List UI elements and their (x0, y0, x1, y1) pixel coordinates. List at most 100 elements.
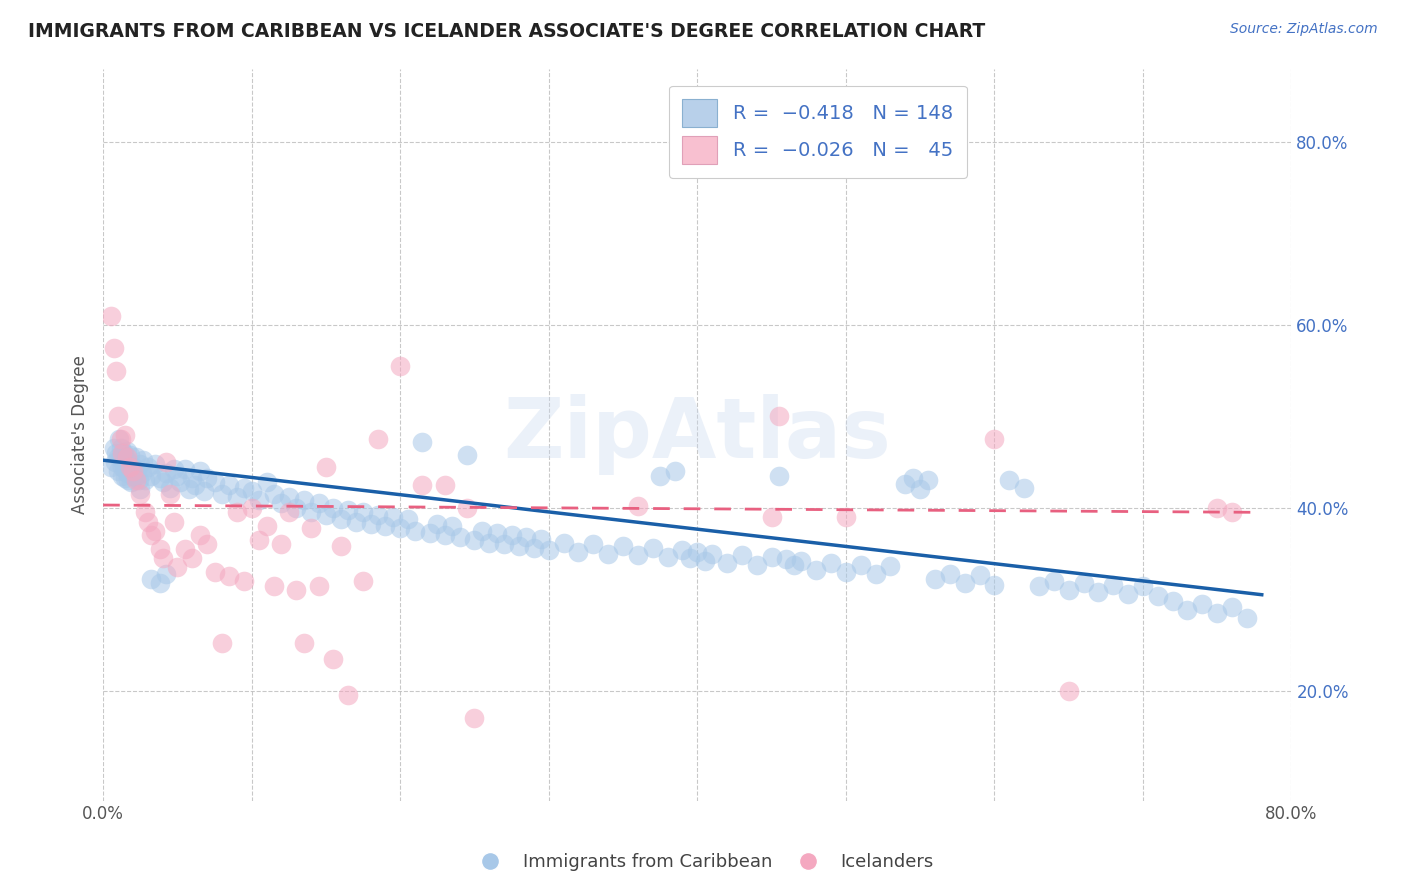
Point (1146, 589, 1168, 603)
Point (204, 565, 226, 579)
Point (225, 505, 247, 519)
Point (111, 468, 134, 483)
Point (173, 462, 195, 476)
Point (908, 483, 931, 497)
Point (152, 475, 174, 490)
Legend: R =  −0.418   N = 148, R =  −0.026   N =   45: R = −0.418 N = 148, R = −0.026 N = 45 (669, 86, 967, 178)
Point (783, 558, 806, 572)
Point (924, 572, 946, 586)
Point (389, 359, 412, 373)
Point (166, 560, 188, 574)
Point (233, 481, 256, 495)
Point (953, 575, 976, 590)
Point (494, 537, 516, 551)
Point (111, 459, 134, 474)
Point (322, 500, 344, 515)
Point (263, 578, 285, 592)
Point (641, 541, 664, 555)
Point (396, 512, 419, 526)
Point (716, 556, 738, 570)
Point (129, 487, 152, 501)
Point (998, 473, 1021, 487)
Point (485, 526, 508, 541)
Y-axis label: Associate's Degree: Associate's Degree (72, 355, 89, 514)
Point (1206, 606, 1229, 620)
Point (159, 481, 181, 495)
Point (121, 468, 143, 483)
Point (745, 558, 768, 572)
Point (1220, 599, 1243, 614)
Point (100, 309, 122, 323)
Point (107, 409, 129, 424)
Point (879, 559, 901, 574)
Point (441, 519, 464, 533)
Point (939, 566, 962, 581)
Point (1012, 481, 1035, 495)
Point (1087, 585, 1109, 599)
Point (110, 442, 132, 456)
Point (125, 450, 148, 465)
Point (389, 521, 412, 535)
Point (181, 471, 204, 485)
Point (129, 457, 152, 471)
Point (118, 464, 141, 478)
Point (381, 510, 404, 524)
Point (169, 475, 191, 490)
Point (1161, 594, 1184, 608)
Point (404, 524, 426, 538)
Point (523, 541, 546, 555)
Point (163, 462, 186, 476)
Point (835, 510, 858, 524)
Point (125, 468, 148, 483)
Point (820, 556, 842, 570)
Point (329, 539, 352, 553)
Point (143, 457, 166, 471)
Point (761, 550, 783, 565)
Point (702, 547, 724, 561)
Point (127, 462, 149, 476)
Point (233, 574, 256, 588)
Point (148, 575, 170, 590)
Point (433, 478, 456, 492)
Point (1042, 574, 1064, 588)
Point (159, 487, 181, 501)
Point (1191, 597, 1213, 611)
Point (582, 537, 605, 551)
Point (367, 432, 389, 446)
Point (155, 566, 177, 581)
Point (173, 541, 195, 556)
Point (1057, 683, 1080, 698)
Point (537, 542, 560, 557)
Point (360, 517, 382, 532)
Point (456, 500, 478, 515)
Point (277, 490, 299, 504)
Point (449, 530, 471, 544)
Point (166, 468, 188, 483)
Point (124, 459, 146, 474)
Point (894, 477, 917, 491)
Point (768, 468, 790, 483)
Point (367, 508, 389, 522)
Point (225, 490, 247, 504)
Point (1220, 505, 1243, 519)
Point (139, 528, 162, 542)
Point (768, 409, 790, 424)
Point (148, 541, 170, 556)
Point (129, 483, 152, 497)
Point (247, 533, 270, 547)
Point (143, 524, 166, 538)
Point (107, 464, 129, 478)
Point (277, 505, 299, 519)
Point (218, 478, 240, 492)
Point (112, 457, 135, 471)
Point (155, 455, 177, 469)
Point (103, 341, 125, 355)
Point (515, 530, 537, 544)
Point (134, 473, 156, 487)
Point (204, 475, 226, 490)
Point (1057, 583, 1080, 598)
Point (983, 577, 1005, 591)
Point (188, 528, 211, 542)
Point (115, 466, 138, 480)
Point (471, 524, 494, 538)
